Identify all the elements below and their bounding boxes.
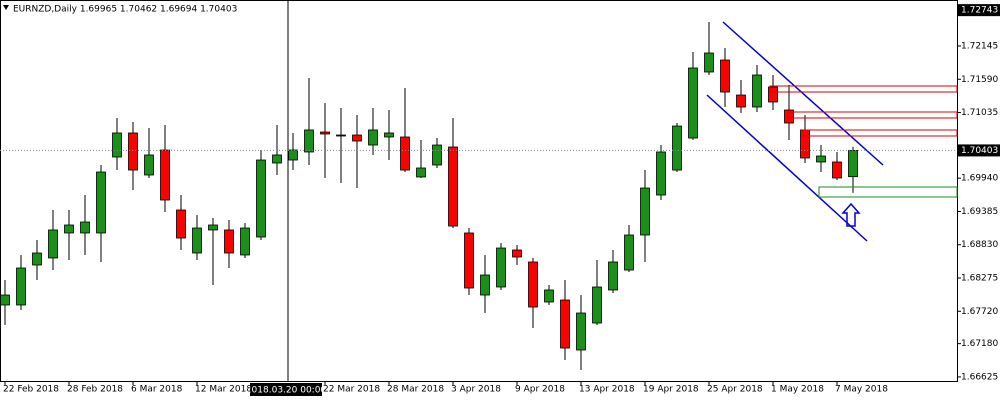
x-tick-label: 12 Mar 2018 bbox=[195, 385, 252, 395]
candle-body bbox=[16, 267, 26, 306]
candle-body bbox=[0, 294, 10, 306]
marks bbox=[0, 22, 858, 371]
y-tick-label: 1.71035 bbox=[961, 108, 998, 118]
candle-body bbox=[816, 155, 826, 163]
price-label: 1.70403 bbox=[961, 146, 998, 156]
resistance-zone bbox=[802, 129, 958, 137]
candle-body bbox=[768, 86, 778, 103]
candle-body bbox=[128, 132, 138, 171]
candle-body bbox=[96, 171, 106, 234]
candle-body bbox=[704, 52, 714, 73]
candle-body bbox=[512, 249, 522, 258]
candle-body bbox=[336, 134, 346, 137]
candle-body bbox=[32, 252, 42, 266]
candle-body bbox=[800, 129, 810, 159]
resistance-zone bbox=[786, 111, 958, 119]
candle-body bbox=[576, 312, 586, 351]
candle-body bbox=[272, 154, 282, 164]
candle-body bbox=[560, 299, 570, 349]
y-tick-label: 1.68830 bbox=[961, 240, 998, 250]
candle-body bbox=[464, 232, 474, 289]
candle-body bbox=[384, 132, 394, 138]
candle-body bbox=[80, 221, 90, 234]
x-tick-label: 19 Apr 2018 bbox=[643, 385, 699, 395]
x-tick-label: 28 Feb 2018 bbox=[67, 385, 123, 395]
y-tick-label: 1.66625 bbox=[961, 372, 998, 382]
candle-body bbox=[112, 132, 122, 158]
candle-body bbox=[608, 261, 618, 291]
candle-body bbox=[640, 187, 650, 236]
support-zone bbox=[818, 186, 958, 198]
candle-body bbox=[176, 209, 186, 239]
y-tick-label: 1.72145 bbox=[961, 41, 998, 51]
candle-body bbox=[144, 154, 154, 176]
candle-body bbox=[368, 129, 378, 146]
candle-body bbox=[224, 229, 234, 254]
channel-lower bbox=[706, 94, 868, 242]
candle-body bbox=[240, 227, 250, 256]
x-tick-label: 7 May 2018 bbox=[835, 385, 888, 395]
x-tick-label: 22 Feb 2018 bbox=[3, 385, 59, 395]
y-tick-label: 1.69385 bbox=[961, 207, 998, 217]
candle-body bbox=[544, 289, 554, 303]
x-tick-label: 25 Apr 2018 bbox=[707, 385, 763, 395]
candle-body bbox=[304, 129, 314, 153]
up-arrow bbox=[841, 202, 861, 227]
candle-body bbox=[720, 59, 730, 93]
crosshair-label-box bbox=[250, 383, 322, 396]
candle-body bbox=[592, 286, 602, 324]
candle-body bbox=[672, 125, 682, 171]
y-tick-label: 1.68275 bbox=[961, 274, 998, 284]
chart-title: EURNZD,Daily 1.69965 1.70462 1.69694 1.7… bbox=[13, 5, 237, 15]
x-tick-label: 13 Apr 2018 bbox=[579, 385, 635, 395]
candle-body bbox=[848, 150, 858, 178]
y-tick-label: 1.71590 bbox=[961, 75, 998, 85]
x-tick-label: 6 Mar 2018 bbox=[131, 385, 183, 395]
candle-body bbox=[656, 151, 666, 196]
candle-body bbox=[496, 247, 506, 288]
candle-body bbox=[64, 224, 74, 234]
x-tick-label: 22 Mar 2018 bbox=[323, 385, 380, 395]
candle-body bbox=[352, 134, 362, 142]
candle-body bbox=[528, 261, 538, 308]
candle-body bbox=[288, 149, 298, 161]
candle-body bbox=[736, 94, 746, 108]
menu-icon bbox=[3, 5, 9, 10]
candle-body bbox=[784, 109, 794, 124]
resistance-zone bbox=[769, 85, 958, 93]
x-tick-label: 1 May 2018 bbox=[771, 385, 824, 395]
x-tick-label: 3 Apr 2018 bbox=[451, 385, 501, 395]
x-tick-label: 9 Apr 2018 bbox=[515, 385, 565, 395]
candle-body bbox=[256, 159, 266, 238]
candle-body bbox=[416, 167, 426, 178]
price-label-box bbox=[958, 144, 1000, 157]
candle-body bbox=[160, 149, 170, 201]
channel-upper bbox=[722, 21, 884, 166]
y-tick-label: 1.67720 bbox=[961, 307, 998, 317]
y-tick-label: 1.67180 bbox=[961, 339, 998, 349]
candle-body bbox=[400, 136, 410, 171]
crosshair-label: 2018.03.20 00:00 bbox=[246, 386, 327, 396]
candle-body bbox=[432, 144, 442, 166]
candle-body bbox=[752, 74, 762, 108]
candle-body bbox=[192, 227, 202, 254]
candle-body bbox=[448, 146, 458, 227]
candle-body bbox=[688, 67, 698, 139]
candle-body bbox=[624, 234, 634, 271]
drawings bbox=[706, 21, 958, 242]
price-label: 1.72743 bbox=[961, 6, 998, 16]
x-tick-label: 28 Mar 2018 bbox=[387, 385, 444, 395]
candle-body bbox=[208, 224, 218, 231]
candle-body bbox=[320, 131, 330, 135]
candle-body bbox=[480, 274, 490, 296]
candle-body bbox=[832, 161, 842, 179]
price-label-box bbox=[958, 4, 1000, 17]
candle-body bbox=[48, 229, 58, 259]
y-tick-label: 1.69940 bbox=[961, 174, 998, 184]
